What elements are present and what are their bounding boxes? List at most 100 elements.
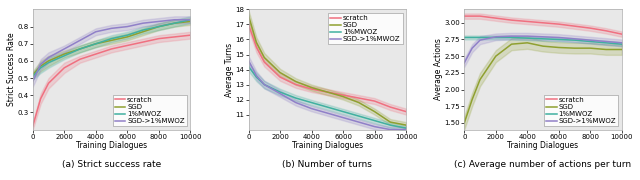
scratch — [339, 94, 347, 96]
1%MWOZ — [524, 37, 531, 39]
Text: (a) Strict success rate: (a) Strict success rate — [62, 160, 161, 169]
scratch — [618, 33, 626, 35]
scratch — [139, 41, 147, 43]
1%MWOZ — [476, 36, 484, 39]
Line: SGD: SGD — [248, 15, 406, 125]
SGD — [323, 91, 331, 93]
1%MWOZ — [45, 62, 52, 64]
SGD->1%MWOZ — [323, 112, 331, 114]
1%MWOZ — [555, 38, 563, 40]
SGD — [539, 45, 547, 47]
SGD — [476, 78, 484, 81]
SGD — [571, 47, 579, 49]
scratch — [124, 44, 131, 47]
SGD — [308, 86, 316, 89]
SGD — [244, 14, 252, 17]
scratch — [387, 106, 394, 108]
SGD — [292, 80, 300, 83]
scratch — [468, 15, 476, 17]
scratch — [492, 17, 500, 19]
1%MWOZ — [244, 66, 252, 68]
scratch — [276, 76, 284, 78]
Text: (b) Number of turns: (b) Number of turns — [282, 160, 372, 169]
scratch — [29, 125, 36, 127]
1%MWOZ — [539, 38, 547, 40]
1%MWOZ — [402, 127, 410, 129]
SGD->1%MWOZ — [555, 36, 563, 39]
SGD->1%MWOZ — [276, 93, 284, 95]
SGD->1%MWOZ — [524, 35, 531, 37]
scratch — [92, 53, 100, 55]
scratch — [371, 100, 378, 102]
1%MWOZ — [155, 26, 163, 28]
SGD->1%MWOZ — [186, 19, 194, 21]
Line: scratch: scratch — [248, 24, 406, 112]
1%MWOZ — [276, 91, 284, 93]
X-axis label: Training Dialogues: Training Dialogues — [76, 141, 147, 150]
SGD — [460, 122, 468, 124]
SGD->1%MWOZ — [492, 36, 500, 38]
1%MWOZ — [186, 19, 194, 21]
Line: 1%MWOZ: 1%MWOZ — [248, 67, 406, 128]
SGD — [139, 31, 147, 33]
scratch — [308, 88, 316, 90]
SGD — [339, 95, 347, 98]
scratch — [555, 23, 563, 25]
1%MWOZ — [292, 97, 300, 99]
Line: 1%MWOZ: 1%MWOZ — [33, 20, 190, 76]
1%MWOZ — [260, 84, 268, 86]
SGD — [92, 43, 100, 45]
1%MWOZ — [339, 111, 347, 113]
Y-axis label: Average Turns: Average Turns — [225, 42, 234, 97]
SGD — [155, 26, 163, 28]
SGD->1%MWOZ — [253, 75, 260, 77]
SGD->1%MWOZ — [108, 27, 115, 29]
SGD — [618, 48, 626, 51]
SGD — [586, 47, 594, 49]
SGD->1%MWOZ — [244, 59, 252, 62]
1%MWOZ — [92, 43, 100, 45]
SGD->1%MWOZ — [468, 47, 476, 49]
1%MWOZ — [124, 34, 131, 36]
1%MWOZ — [387, 124, 394, 126]
scratch — [60, 67, 68, 69]
1%MWOZ — [323, 106, 331, 108]
SGD — [260, 56, 268, 59]
scratch — [186, 34, 194, 36]
SGD — [468, 98, 476, 101]
SGD — [508, 43, 515, 45]
SGD->1%MWOZ — [139, 22, 147, 24]
Y-axis label: Strict Success Rate: Strict Success Rate — [7, 33, 16, 106]
SGD->1%MWOZ — [260, 84, 268, 86]
Legend: scratch, SGD, 1%MWOZ, SGD->1%MWOZ: scratch, SGD, 1%MWOZ, SGD->1%MWOZ — [328, 13, 403, 44]
1%MWOZ — [355, 115, 363, 117]
scratch — [602, 30, 610, 32]
Line: 1%MWOZ: 1%MWOZ — [464, 37, 622, 44]
SGD — [387, 121, 394, 123]
SGD — [253, 41, 260, 44]
Text: (c) Average number of actions per turn: (c) Average number of actions per turn — [454, 160, 632, 169]
Y-axis label: Average Actions: Average Actions — [434, 39, 443, 100]
SGD — [602, 48, 610, 51]
Line: scratch: scratch — [464, 16, 622, 34]
SGD — [371, 111, 378, 113]
SGD — [355, 102, 363, 104]
Legend: scratch, SGD, 1%MWOZ, SGD->1%MWOZ: scratch, SGD, 1%MWOZ, SGD->1%MWOZ — [113, 95, 187, 126]
scratch — [260, 61, 268, 63]
SGD — [524, 42, 531, 44]
1%MWOZ — [371, 120, 378, 122]
scratch — [355, 97, 363, 99]
SGD->1%MWOZ — [171, 19, 179, 21]
1%MWOZ — [571, 39, 579, 41]
1%MWOZ — [29, 75, 36, 77]
scratch — [108, 48, 115, 50]
1%MWOZ — [460, 36, 468, 39]
SGD — [276, 71, 284, 74]
Line: scratch: scratch — [33, 35, 190, 126]
scratch — [476, 15, 484, 17]
SGD->1%MWOZ — [460, 62, 468, 64]
1%MWOZ — [508, 36, 515, 39]
Line: SGD->1%MWOZ: SGD->1%MWOZ — [248, 60, 406, 130]
SGD->1%MWOZ — [124, 26, 131, 28]
1%MWOZ — [586, 40, 594, 42]
